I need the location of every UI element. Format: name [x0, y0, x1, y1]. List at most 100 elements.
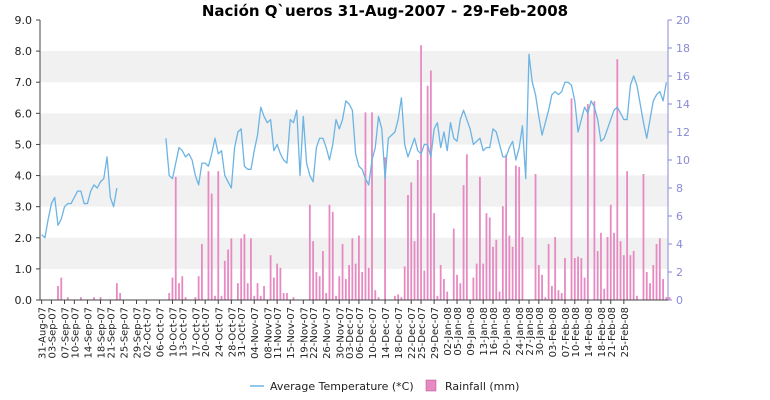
rainfall-bar [263, 286, 265, 300]
rainfall-bar [459, 283, 462, 300]
rainfall-bar [629, 255, 632, 300]
rainfall-bar [256, 283, 259, 300]
x-axis-tick-label: 26-Nov-07 [322, 307, 333, 359]
rainfall-bar [606, 237, 609, 300]
rainfall-bar [511, 246, 514, 300]
x-axis-tick-label: 17-Oct-07 [191, 307, 202, 357]
rainfall-bar [384, 157, 386, 300]
right-axis-tick-label: 18 [676, 42, 690, 55]
left-axis-tick-label: 2.0 [15, 232, 33, 245]
legend-temperature-label: Average Temperature (*C) [270, 380, 414, 393]
x-axis-tick-label: 20-Jan-08 [502, 307, 513, 356]
x-axis-tick-label: 18-Dec-07 [394, 307, 405, 359]
rainfall-bar [286, 293, 288, 300]
x-axis-tick-label: 30-Jan-08 [535, 307, 546, 356]
rainfall-bar [259, 295, 262, 300]
rainfall-bar [335, 295, 337, 300]
rainfall-bar [593, 101, 596, 300]
rainfall-bar [250, 238, 252, 300]
rainfall-bar [230, 238, 233, 300]
rainfall-bar [407, 195, 409, 300]
rainfall-bar [596, 251, 599, 300]
rainfall-bar [227, 249, 229, 300]
x-axis-tick-label: 09-Jan-08 [466, 307, 477, 356]
rainfall-bar [341, 244, 344, 300]
rainfall-bar [413, 241, 416, 300]
rainfall-bar [616, 59, 619, 301]
rainfall-bar [505, 154, 507, 300]
rainfall-bar [79, 297, 82, 300]
rainfall-bar [194, 297, 197, 300]
rainfall-bar [66, 297, 69, 300]
right-axis-tick-label: 12 [676, 126, 690, 139]
rainfall-bar [272, 277, 275, 300]
rainfall-bar [632, 251, 635, 300]
x-axis-tick-label: 16-Jan-08 [489, 307, 500, 356]
legend-rainfall-swatch [425, 379, 437, 392]
x-axis-tick-label: 19-Nov-07 [299, 307, 310, 359]
x-axis-tick-label: 31-Aug-07 [38, 307, 49, 359]
x-axis-tick-label: 20-Oct-07 [201, 307, 212, 357]
rainfall-bar [279, 267, 282, 300]
x-axis-tick-label: 02-Jan-08 [443, 307, 454, 356]
x-axis-tick-label: 06-Dec-07 [355, 307, 366, 359]
temperature-line-group [41, 53, 668, 239]
rainfall-bar [223, 260, 226, 300]
left-axis: 0.0 1.0 2.0 3.0 4.0 5.0 6.0 7.0 8.0 9.0 [15, 14, 41, 307]
x-axis-tick-label: 13-Jan-08 [479, 307, 490, 356]
rainfall-bar [344, 279, 347, 300]
x-axis-tick-label: 31-Oct-07 [237, 307, 248, 357]
rainfall-bar [603, 288, 606, 300]
rainfall-bar [269, 255, 272, 300]
x-axis-tick-label: 06-Oct-07 [155, 307, 166, 357]
x-axis-tick-label: 24-Jan-08 [515, 307, 526, 356]
rainfall-bar [410, 182, 413, 300]
left-axis-tick-label: 0.0 [15, 294, 33, 307]
rainfall-bar [586, 104, 589, 300]
rainfall-bar [573, 258, 576, 300]
rainfall-bar [416, 160, 419, 300]
rainfall-bar [178, 283, 180, 300]
rainfall-bar [400, 297, 403, 300]
rainfall-bar [472, 277, 475, 300]
rainfall-bar [488, 217, 491, 300]
rainfall-bar [420, 45, 422, 301]
rainfall-bar [518, 167, 521, 300]
left-axis-tick-label: 4.0 [15, 170, 33, 183]
rainfall-bar [636, 295, 638, 300]
rainfall-bar [60, 277, 63, 300]
left-axis-tick-label: 3.0 [15, 201, 33, 214]
rainfall-bar [184, 297, 187, 300]
rainfall-bar [371, 112, 373, 301]
grid-band [40, 175, 668, 207]
x-axis-tick-label: 11-Nov-07 [273, 307, 284, 359]
right-axis-tick-label: 20 [676, 14, 690, 27]
grid-band [40, 237, 668, 269]
rainfall-bar [534, 174, 537, 300]
x-axis-tick-label: 25-Feb-08 [620, 307, 631, 357]
right-axis-tick-label: 4 [676, 238, 683, 251]
rainfall-bar [658, 238, 661, 300]
rainfall-bar [649, 283, 651, 300]
grid-bands [40, 51, 668, 269]
x-axis-tick-label: 18-Feb-08 [597, 307, 608, 357]
x-axis-tick-label: 25-Sep-07 [119, 307, 130, 359]
rainfall-bar [492, 246, 494, 300]
x-axis-tick-label: 14-Feb-08 [584, 307, 595, 357]
x-axis-tick-label: 25-Dec-07 [417, 307, 428, 359]
rainfall-bar [220, 295, 223, 300]
right-axis-tick-label: 10 [676, 154, 690, 167]
rainfall-bar [374, 290, 377, 300]
right-axis-tick-label: 8 [676, 182, 683, 195]
left-axis-tick-label: 1.0 [15, 263, 33, 276]
x-axis-tick-label: 07-Feb-08 [561, 307, 572, 357]
rainfall-bar [338, 276, 341, 300]
rainfall-bar [282, 293, 285, 300]
x-axis-tick-label: 21-Sep-07 [106, 307, 117, 359]
rainfall-bar [642, 174, 645, 300]
right-axis-tick-label: 6 [676, 210, 683, 223]
rainfall-bar [541, 274, 543, 300]
rainfall-bar [439, 265, 442, 300]
